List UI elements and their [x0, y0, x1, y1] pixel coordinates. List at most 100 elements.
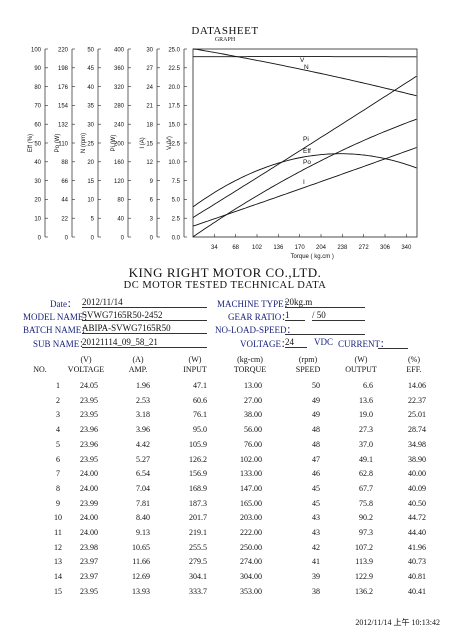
y-tick-label: 132: [58, 123, 69, 129]
table-cell: 14.06: [408, 381, 426, 390]
x-tick-label: 136: [273, 245, 284, 251]
table-cell: 76.00: [244, 439, 262, 449]
gear-ratio-denominator: / 50: [312, 310, 365, 321]
voltage-label: VOLTAGE：: [240, 339, 290, 349]
row-number: 8: [56, 483, 60, 493]
y-tick-label: 320: [114, 85, 125, 91]
column-unit: (W): [188, 355, 202, 364]
row-number: 10: [54, 513, 62, 523]
row-number: 3: [56, 410, 60, 420]
table-cell: 201.7: [189, 513, 207, 523]
x-tick-label: 34: [211, 245, 218, 251]
table-cell: 3.18: [136, 410, 150, 420]
y-tick-label: 176: [58, 85, 69, 91]
y-axis-title: Eff (%): [28, 134, 34, 152]
y-tick-label: 80: [117, 198, 124, 204]
batch-value: ABIPA-SVWG7165R50: [82, 323, 207, 334]
table-cell: 43: [312, 528, 320, 537]
y-tick-label: 27: [146, 66, 153, 72]
row-number: 6: [56, 454, 60, 464]
y-tick-label: 35: [87, 104, 94, 110]
table-cell: 90.2: [359, 513, 373, 523]
column-header: TORQUE: [233, 365, 267, 374]
machine-type-value: 20kg.m: [285, 297, 365, 308]
table-cell: 219.1: [189, 528, 207, 537]
y-tick-label: 21: [146, 104, 153, 110]
table-cell: 27.00: [244, 395, 262, 405]
table-cell: 168.9: [189, 483, 207, 493]
column-unit: (rpm): [298, 355, 318, 364]
table-cell: 7.04: [136, 483, 150, 493]
table-cell: 10.65: [132, 542, 150, 552]
table-cell: 165.00: [240, 498, 262, 508]
table-cell: 44.40: [408, 528, 426, 537]
table-cell: 105.9: [189, 439, 207, 449]
series-line-eff: [192, 153, 417, 208]
x-tick-label: 238: [337, 245, 348, 251]
y-tick-label: 198: [58, 66, 69, 72]
row-number: 7: [56, 469, 60, 479]
table-cell: 62.8: [359, 469, 373, 479]
table-cell: 113.9: [355, 557, 373, 567]
series-line-i: [192, 147, 417, 227]
table-cell: 48: [312, 439, 320, 449]
table-cell: 107.2: [355, 542, 373, 552]
x-tick-label: 340: [401, 245, 412, 251]
y-tick-label: 0: [121, 235, 125, 241]
table-cell: 5.27: [136, 454, 150, 464]
x-tick-label: 272: [359, 245, 370, 251]
table-cell: 38.00: [244, 410, 262, 420]
column-header: OUTPUT: [345, 365, 377, 374]
y-tick-label: 2.5: [172, 217, 181, 223]
table-cell: 156.9: [189, 469, 207, 479]
table-cell: 222.00: [240, 528, 262, 537]
table-cell: 11.66: [132, 557, 150, 567]
y-tick-label: 3: [150, 217, 154, 223]
table-cell: 13.00: [244, 381, 262, 390]
y-tick-label: 70: [34, 104, 41, 110]
y-tick-label: 10.0: [168, 160, 180, 166]
table-cell: 126.2: [189, 454, 207, 464]
y-tick-label: 110: [58, 141, 68, 147]
table-cell: 40.73: [408, 557, 426, 567]
table-cell: 25.01: [408, 410, 426, 420]
y-tick-label: 40: [87, 85, 94, 91]
table-cell: 7.81: [136, 498, 150, 508]
y-tick-label: 44: [61, 198, 68, 204]
table-cell: 28.74: [408, 425, 426, 435]
row-number: 4: [56, 425, 60, 435]
table-cell: 95.0: [193, 425, 207, 435]
table-cell: 279.5: [189, 557, 207, 567]
column-unit: (W): [354, 355, 368, 364]
y-tick-label: 20: [34, 198, 41, 204]
date-label: Date：: [50, 299, 76, 309]
table-cell: 23.96: [80, 439, 98, 449]
y-tick-label: 17.5: [168, 104, 180, 110]
table-cell: 122.9: [355, 572, 373, 582]
table-cell: 60.6: [193, 395, 207, 405]
table-cell: 39: [312, 572, 320, 582]
table-cell: 304.00: [240, 572, 262, 582]
y-tick-label: 7.5: [172, 179, 181, 185]
table-cell: 250.00: [240, 542, 262, 552]
graph-label: GRAPH: [214, 37, 236, 43]
table-cell: 22.37: [408, 395, 426, 405]
table-cell: 40.50: [408, 498, 426, 508]
table-cell: 147.00: [240, 483, 262, 493]
voltage-value: 24: [285, 337, 307, 348]
plot-frame: [192, 48, 418, 238]
y-tick-label: 240: [114, 123, 125, 129]
curve-label-po: Po: [303, 159, 311, 166]
gear-ratio-numerator: 1: [285, 310, 305, 321]
y-tick-label: 90: [34, 66, 41, 72]
y-tick-label: 220: [58, 47, 69, 53]
table-cell: 9.13: [136, 528, 150, 537]
row-number: 5: [56, 439, 60, 449]
y-tick-label: 20: [87, 160, 94, 166]
model-value: SVWG7165R50-2452: [82, 310, 207, 321]
y-tick-label: 120: [114, 179, 125, 185]
y-tick-label: 80: [34, 85, 41, 91]
table-cell: 24.00: [80, 483, 98, 493]
table-cell: 136.2: [355, 586, 373, 596]
y-tick-label: 30: [146, 47, 153, 53]
